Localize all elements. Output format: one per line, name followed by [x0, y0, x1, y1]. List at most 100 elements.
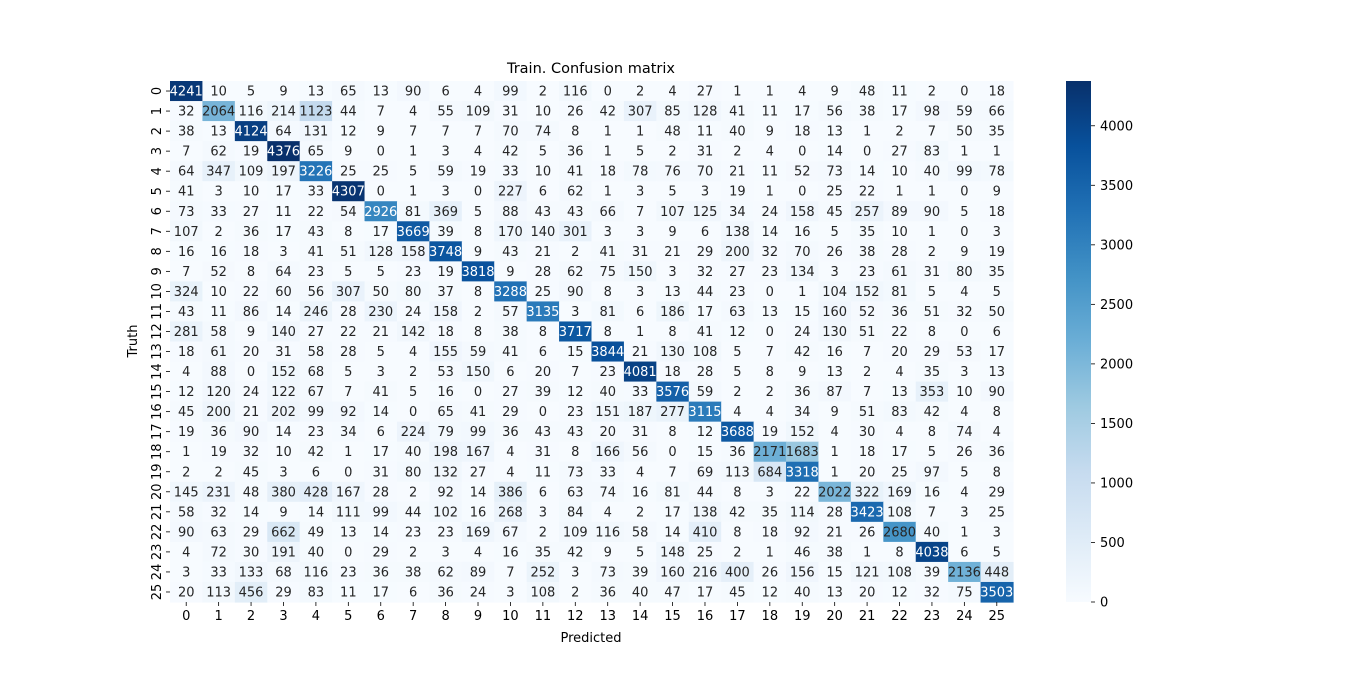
heatmap-cell-13-12	[559, 341, 593, 363]
cell-value-label: 8	[604, 325, 612, 340]
heatmap-cell-9-5	[332, 261, 366, 282]
cell-value-label: 17	[891, 445, 908, 460]
heatmap-cell-12-8	[429, 321, 463, 343]
heatmap-cell-8-10	[494, 241, 528, 262]
heatmap-cell-15-20	[818, 381, 852, 403]
heatmap-cell-7-18	[753, 221, 787, 242]
cell-value-label: 13	[308, 85, 325, 100]
heatmap-cell-21-3	[267, 501, 301, 523]
cell-value-label: 62	[567, 185, 584, 200]
heatmap-cell-6-20	[818, 201, 852, 222]
heatmap-cell-3-19	[786, 141, 820, 162]
cell-value-label: 6	[312, 465, 320, 480]
cell-value-label: 83	[924, 145, 941, 160]
cell-value-label: 47	[664, 585, 681, 600]
cell-value-label: 3	[960, 365, 968, 380]
heatmap-cell-7-3	[267, 221, 301, 242]
cell-value-label: 166	[595, 445, 620, 460]
cell-value-label: 158	[401, 245, 426, 260]
cell-value-label: 23	[437, 525, 454, 540]
cell-value-label: 8	[733, 485, 741, 500]
heatmap-cell-13-18	[753, 341, 787, 363]
heatmap-cell-1-23	[915, 101, 949, 122]
cell-value-label: 9	[960, 245, 968, 260]
cell-value-label: 20	[178, 585, 195, 600]
heatmap-cell-22-10	[494, 521, 528, 543]
heatmap-cell-11-12	[559, 301, 593, 323]
cell-value-label: 9	[831, 405, 839, 420]
cell-value-label: 33	[632, 385, 649, 400]
heatmap-cell-20-11	[526, 481, 560, 503]
cell-value-label: 50	[956, 125, 973, 140]
cell-value-label: 14	[859, 165, 876, 180]
cell-value-label: 6	[701, 225, 709, 240]
cell-value-label: 187	[628, 405, 653, 420]
cell-value-label: 1	[636, 125, 644, 140]
heatmap-cell-4-2	[234, 161, 268, 182]
heatmap-cell-8-22	[883, 241, 917, 262]
cell-value-label: 23	[405, 525, 422, 540]
heatmap-cell-6-16	[688, 201, 722, 222]
heatmap-cell-6-17	[721, 201, 755, 222]
y-tick-label: 10	[150, 283, 165, 300]
heatmap-cell-21-19	[786, 501, 820, 523]
cell-value-label: 3	[506, 585, 514, 600]
heatmap-cell-20-25	[980, 481, 1014, 503]
chart-title: Train. Confusion matrix	[506, 61, 675, 77]
heatmap-cell-13-16	[688, 341, 722, 363]
cell-value-label: 11	[275, 205, 292, 220]
cell-value-label: 45	[243, 465, 260, 480]
heatmap-cell-17-25	[980, 421, 1014, 443]
heatmap-cell-20-5	[332, 481, 366, 503]
heatmap-cell-15-0	[170, 381, 204, 403]
cell-value-label: 98	[924, 105, 941, 120]
cell-value-label: 200	[725, 245, 750, 260]
heatmap-cell-14-3	[267, 361, 301, 383]
cell-value-label: 1	[409, 185, 417, 200]
heatmap-cell-6-5	[332, 201, 366, 222]
heatmap-cell-17-20	[818, 421, 852, 443]
cell-value-label: 2136	[948, 565, 981, 580]
cell-value-label: 5	[474, 205, 482, 220]
cell-value-label: 36	[729, 445, 746, 460]
heatmap-cell-20-20	[818, 481, 852, 503]
cell-value-label: 130	[822, 325, 847, 340]
heatmap-cell-0-20	[818, 81, 852, 102]
heatmap-cell-8-24	[948, 241, 982, 262]
heatmap-cell-6-7	[396, 201, 430, 222]
heatmap-cell-0-5	[332, 81, 366, 102]
heatmap-cell-1-6	[364, 101, 398, 122]
cell-value-label: 0	[247, 365, 255, 380]
heatmap-cell-5-8	[429, 181, 463, 202]
heatmap-cell-19-22	[883, 461, 917, 483]
heatmap-cell-9-9	[461, 261, 495, 282]
cell-value-label: 92	[340, 405, 357, 420]
heatmap-cell-18-14	[623, 441, 657, 463]
heatmap-cell-23-10	[494, 541, 528, 563]
heatmap-cell-4-24	[948, 161, 982, 182]
cell-value-label: 353	[920, 385, 945, 400]
cell-value-label: 85	[664, 105, 681, 120]
cell-value-label: 7	[182, 265, 190, 280]
cell-value-label: 108	[887, 565, 912, 580]
cell-value-label: 9	[279, 85, 287, 100]
x-tick-label: 3	[279, 609, 287, 624]
cell-value-label: 36	[989, 445, 1006, 460]
cell-value-label: 63	[567, 485, 584, 500]
heatmap-cell-24-0	[170, 561, 204, 583]
heatmap-cell-2-24	[948, 121, 982, 142]
cell-value-label: 64	[275, 265, 292, 280]
heatmap-cell-17-17	[721, 421, 755, 443]
cell-value-label: 5	[409, 385, 417, 400]
cell-value-label: 21	[243, 405, 260, 420]
cell-value-label: 10	[210, 285, 227, 300]
heatmap-cell-21-10	[494, 501, 528, 523]
cell-value-label: 167	[336, 485, 361, 500]
heatmap-cell-20-4	[299, 481, 333, 503]
cell-value-label: 3	[831, 265, 839, 280]
cell-value-label: 10	[535, 105, 552, 120]
cell-value-label: 4038	[915, 545, 948, 560]
cell-value-label: 3	[279, 245, 287, 260]
heatmap-cell-20-16	[688, 481, 722, 503]
cell-value-label: 9	[766, 125, 774, 140]
